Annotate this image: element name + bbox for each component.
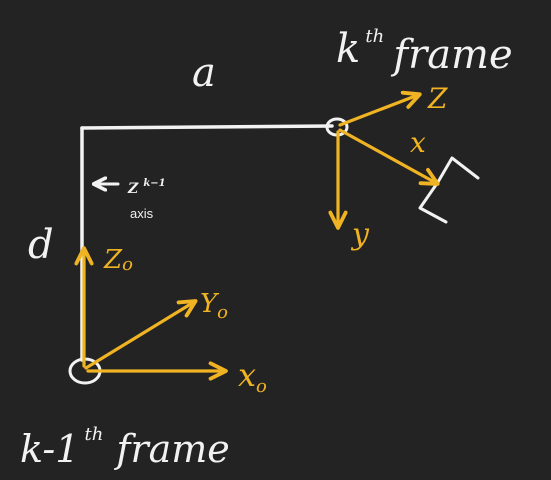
base-frame-axes bbox=[74, 246, 228, 381]
k-frame-axes bbox=[328, 90, 440, 230]
z-axis-arrow bbox=[338, 90, 422, 127]
k-frame-k: k bbox=[336, 26, 360, 72]
z-label: Z bbox=[427, 82, 448, 115]
k-frame-word: frame bbox=[390, 32, 512, 78]
link-lines bbox=[80, 124, 334, 362]
k-1-frame-k: k-1 bbox=[20, 427, 79, 471]
z-k-1-sup: k−1 bbox=[143, 178, 165, 189]
k-1-frame-label: k-1 th frame bbox=[20, 424, 230, 471]
y-label: y bbox=[350, 217, 370, 252]
x-label: x bbox=[410, 126, 426, 159]
label-d: d bbox=[28, 222, 54, 268]
y0-axis-arrow bbox=[84, 299, 198, 370]
z0-label: Zo bbox=[103, 245, 133, 275]
k-1-frame-word: frame bbox=[113, 427, 229, 471]
gripper-icon bbox=[418, 156, 480, 224]
x-axis-arrow bbox=[338, 128, 440, 186]
z-k-1-symbol: Z bbox=[127, 181, 139, 197]
z-k-1-label: Z k−1 bbox=[127, 178, 166, 197]
label-a: a bbox=[192, 50, 216, 96]
y0-label: Yo bbox=[200, 289, 228, 323]
k-1-frame-sup: th bbox=[84, 424, 103, 445]
k-frame-label: k th frame bbox=[336, 26, 513, 78]
z-k-1-axis-word: axis bbox=[130, 206, 154, 221]
link-horizontal-a bbox=[80, 124, 334, 130]
x0-label: xo bbox=[238, 356, 267, 397]
k-frame-sup: th bbox=[365, 26, 384, 47]
